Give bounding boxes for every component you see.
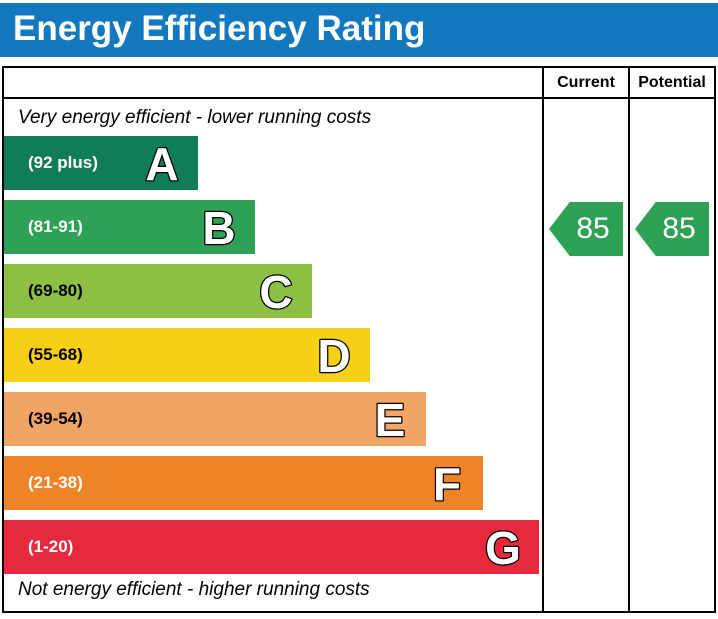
header-potential: Potential: [628, 68, 714, 99]
svg-text:C: C: [260, 266, 293, 317]
band-row-d: (55-68) D: [4, 328, 370, 382]
band-row-a: (92 plus) A: [4, 136, 198, 190]
epc-rating-table: Current Potential Very energy efficient …: [2, 66, 716, 613]
band-range-label: (55-68): [28, 345, 83, 364]
band-range-label: (81-91): [28, 217, 83, 236]
svg-text:F: F: [433, 458, 461, 509]
bands-column: Very energy efficient - lower running co…: [4, 99, 542, 611]
bands-container: (92 plus) A (81-91) B (69-80) C (55-68) D (39-54…: [4, 136, 542, 574]
band-letter-icon: B: [201, 201, 237, 253]
band-row-b: (81-91) B: [4, 200, 255, 254]
band-letter-icon: F: [432, 457, 463, 509]
band-letter-icon: C: [258, 265, 294, 317]
band-range-label: (69-80): [28, 281, 83, 300]
svg-text:A: A: [145, 138, 178, 189]
bottom-note: Not energy efficient - higher running co…: [18, 579, 370, 600]
page-title: Energy Efficiency Rating: [13, 9, 426, 48]
header-spacer-cell: [4, 68, 542, 99]
svg-text:E: E: [375, 394, 406, 445]
rating-value: 85: [662, 212, 696, 245]
top-note: Very energy efficient - lower running co…: [18, 107, 372, 128]
band-row-c: (69-80) C: [4, 264, 313, 318]
header-current: Current: [542, 68, 628, 99]
band-letter-icon: G: [484, 521, 522, 573]
svg-text:G: G: [485, 522, 521, 573]
band-letter-icon: E: [374, 393, 407, 445]
title-bar: Energy Efficiency Rating: [0, 3, 718, 57]
potential-column: 85: [628, 99, 714, 611]
current-rating-arrow: 85: [549, 202, 623, 256]
band-letter-icon: A: [144, 137, 180, 189]
rating-value: 85: [576, 212, 610, 245]
band-range-label: (39-54): [28, 409, 83, 428]
band-row-g: (1-20) G: [4, 520, 540, 574]
svg-text:D: D: [317, 330, 350, 381]
svg-text:B: B: [202, 202, 235, 253]
band-row-f: (21-38) F: [4, 456, 483, 510]
current-column: 85: [542, 99, 628, 611]
band-range-label: (21-38): [28, 473, 83, 492]
band-row-e: (39-54) E: [4, 392, 427, 446]
potential-rating-arrow: 85: [635, 202, 709, 256]
band-letter-icon: D: [316, 329, 352, 381]
band-range-label: (92 plus): [28, 153, 98, 172]
band-range-label: (1-20): [28, 537, 74, 556]
